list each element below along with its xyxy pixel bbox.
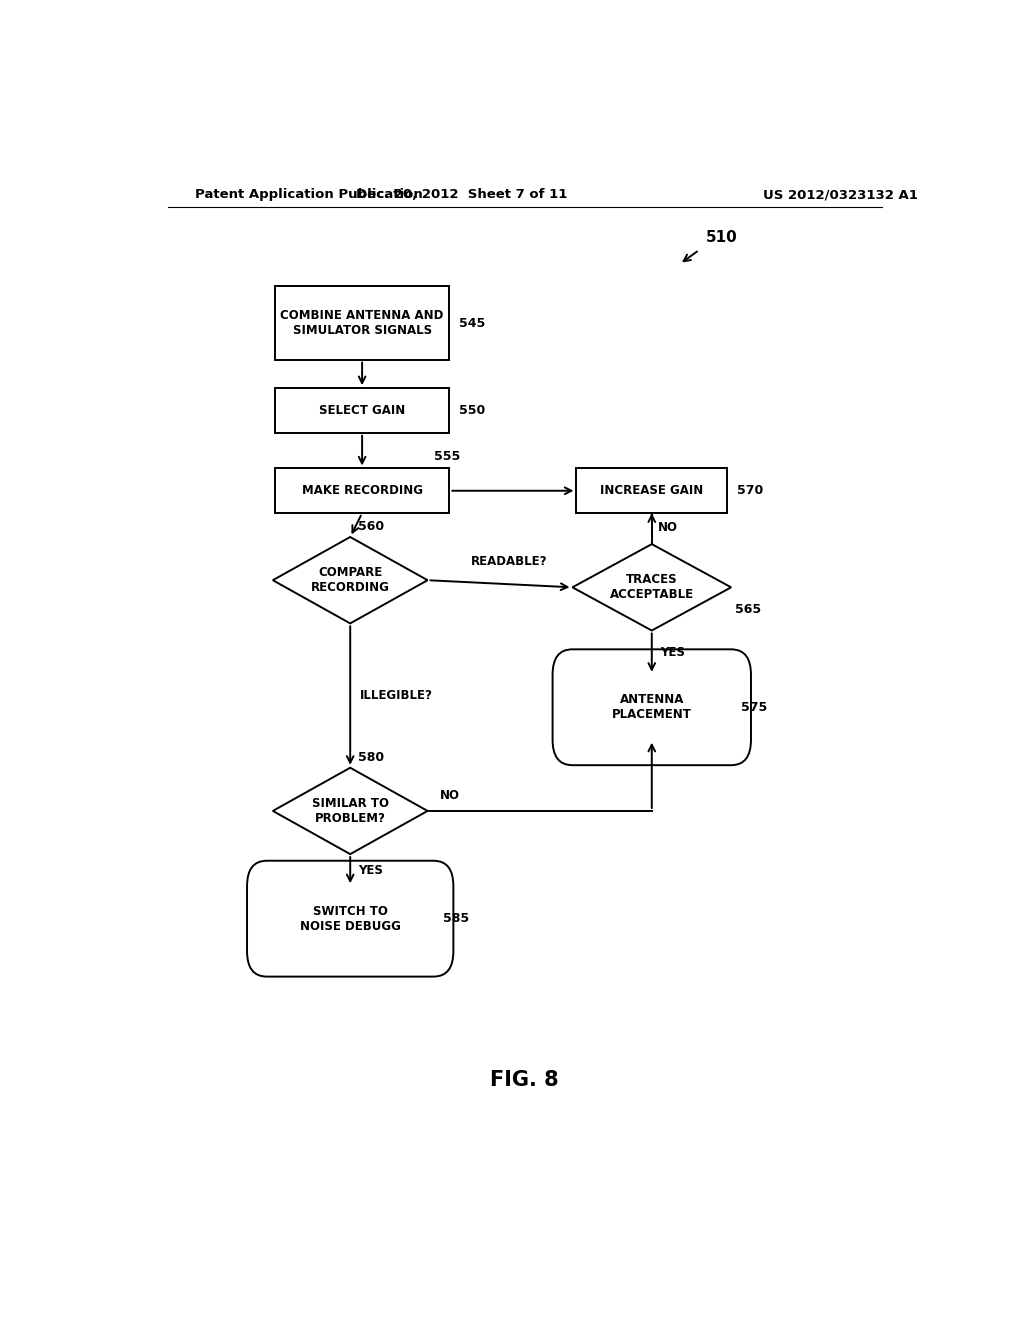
FancyBboxPatch shape: [274, 469, 450, 513]
Text: NO: NO: [439, 789, 460, 803]
Text: 550: 550: [459, 404, 485, 417]
Text: 510: 510: [706, 230, 737, 246]
Text: Dec. 20, 2012  Sheet 7 of 11: Dec. 20, 2012 Sheet 7 of 11: [355, 189, 567, 202]
Polygon shape: [272, 537, 428, 623]
Text: ANTENNA
PLACEMENT: ANTENNA PLACEMENT: [611, 693, 692, 721]
Text: COMPARE
RECORDING: COMPARE RECORDING: [310, 566, 390, 594]
Text: NO: NO: [658, 521, 678, 535]
FancyBboxPatch shape: [577, 469, 727, 513]
Text: 580: 580: [358, 751, 384, 764]
Text: 575: 575: [740, 701, 767, 714]
Text: 555: 555: [433, 450, 460, 463]
Text: INCREASE GAIN: INCREASE GAIN: [600, 484, 703, 498]
Text: MAKE RECORDING: MAKE RECORDING: [302, 484, 423, 498]
Text: READABLE?: READABLE?: [471, 556, 547, 569]
Text: ILLEGIBLE?: ILLEGIBLE?: [359, 689, 432, 702]
Text: SWITCH TO
NOISE DEBUGG: SWITCH TO NOISE DEBUGG: [300, 904, 400, 933]
Text: SELECT GAIN: SELECT GAIN: [319, 404, 406, 417]
Text: TRACES
ACCEPTABLE: TRACES ACCEPTABLE: [609, 573, 694, 602]
Text: US 2012/0323132 A1: US 2012/0323132 A1: [763, 189, 918, 202]
Text: 585: 585: [443, 912, 469, 925]
FancyBboxPatch shape: [274, 388, 450, 433]
Text: 570: 570: [736, 484, 763, 498]
Text: YES: YES: [358, 863, 383, 876]
Text: Patent Application Publication: Patent Application Publication: [196, 189, 423, 202]
Text: SIMILAR TO
PROBLEM?: SIMILAR TO PROBLEM?: [311, 797, 389, 825]
FancyBboxPatch shape: [553, 649, 751, 766]
Text: 565: 565: [735, 603, 761, 616]
Text: COMBINE ANTENNA AND
SIMULATOR SIGNALS: COMBINE ANTENNA AND SIMULATOR SIGNALS: [281, 309, 443, 337]
Polygon shape: [572, 544, 731, 631]
Text: 545: 545: [459, 317, 485, 330]
Text: FIG. 8: FIG. 8: [490, 1071, 559, 1090]
Text: YES: YES: [659, 645, 685, 659]
Polygon shape: [272, 768, 428, 854]
FancyBboxPatch shape: [274, 286, 450, 359]
FancyBboxPatch shape: [247, 861, 454, 977]
Text: 560: 560: [358, 520, 384, 533]
